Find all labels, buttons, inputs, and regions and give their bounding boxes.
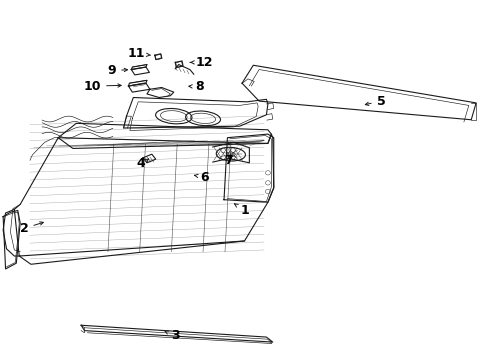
Text: 9: 9 <box>107 64 127 77</box>
Text: 2: 2 <box>20 222 43 235</box>
Text: 1: 1 <box>234 204 248 217</box>
Text: 6: 6 <box>194 171 208 184</box>
Text: 3: 3 <box>164 329 179 342</box>
Text: 12: 12 <box>190 56 213 69</box>
Text: 8: 8 <box>188 80 203 93</box>
Text: 4: 4 <box>137 157 148 170</box>
Text: 11: 11 <box>127 47 150 60</box>
Text: 10: 10 <box>83 80 121 93</box>
Text: 7: 7 <box>224 154 233 167</box>
Text: 5: 5 <box>365 95 385 108</box>
